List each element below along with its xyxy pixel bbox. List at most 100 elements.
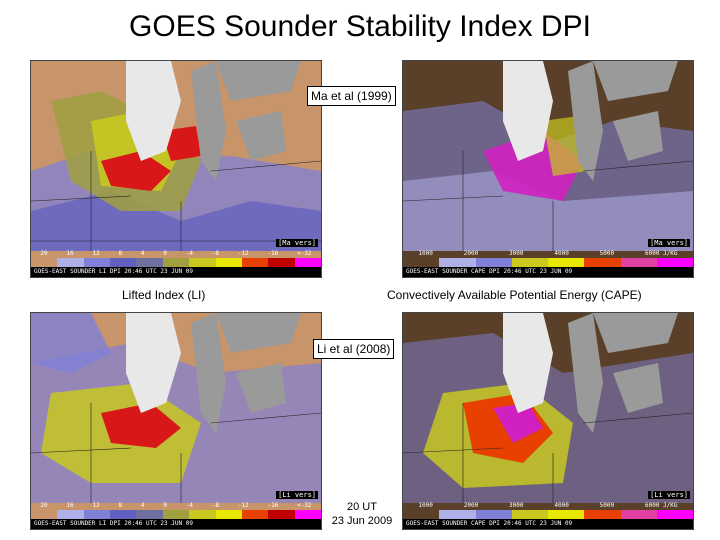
method-label-ma: Ma et al (1999) — [307, 86, 396, 106]
colorbar-swatch — [620, 258, 657, 267]
colorbar-label: 16 — [66, 250, 74, 257]
cape-colorbar — [403, 510, 693, 519]
colorbar-swatch — [215, 258, 242, 267]
colorbar-swatch — [268, 510, 295, 519]
info-strip: GOES-EAST SOUNDER LI DPI 20:46 UTC 23 JU… — [31, 519, 321, 529]
li-map-li: [Li vers] 20 16 12 8 4 0 -4 -8 -12 -16 <… — [30, 312, 322, 530]
info-strip: GOES-EAST SOUNDER CAPE DPI 20:46 UTC 23 … — [403, 519, 693, 529]
colorbar-swatch — [656, 510, 693, 519]
colorbar-swatch — [403, 510, 440, 519]
colorbar-label: 2000 — [463, 250, 479, 257]
colorbar-swatch — [162, 510, 190, 519]
li-colorbar — [31, 258, 321, 267]
colorbar-swatch — [241, 510, 269, 519]
info-strip: GOES-EAST SOUNDER CAPE DPI 20:46 UTC 23 … — [403, 267, 693, 277]
colorbar-label: -8 — [211, 502, 220, 509]
colorbar-swatch — [189, 258, 216, 267]
colorbar-swatch — [31, 510, 58, 519]
colorbar-label: -12 — [237, 250, 249, 257]
colorbar-swatch — [162, 258, 190, 267]
colorbar-label: 20 — [40, 250, 48, 257]
cape-colorbar-labels: 1000 2000 3000 4000 5000 6000 J/KG — [403, 250, 693, 258]
colorbar-label: 6000 J/KG — [644, 250, 678, 257]
cape-colorbar-labels: 1000 2000 3000 4000 5000 6000 J/KG — [403, 502, 693, 510]
page-title: GOES Sounder Stability Index DPI — [129, 10, 591, 43]
caption-cape: Convectively Available Potential Energy … — [387, 288, 642, 302]
colorbar-swatch — [656, 258, 693, 267]
colorbar-label: 12 — [92, 250, 100, 257]
colorbar-swatch — [439, 258, 476, 267]
colorbar-swatch — [548, 510, 585, 519]
colorbar-swatch — [136, 510, 163, 519]
colorbar-label: -4 — [185, 502, 193, 509]
colorbar-label: -4 — [185, 250, 193, 257]
colorbar-label: <-32 — [297, 502, 312, 509]
cape-map-ma: [Ma vers] 1000 2000 3000 4000 5000 6000 … — [402, 60, 694, 278]
colorbar-swatch — [475, 510, 512, 519]
colorbar-swatch — [584, 258, 621, 267]
colorbar-swatch — [83, 510, 111, 519]
colorbar-swatch — [110, 510, 137, 519]
colorbar-label: <-32 — [297, 250, 312, 257]
colorbar-label: 1000 — [418, 250, 433, 257]
colorbar-label: 0 — [163, 250, 167, 257]
colorbar-swatch — [439, 510, 476, 519]
colorbar-swatch — [215, 510, 242, 519]
cape-colorbar — [403, 258, 693, 267]
colorbar-label: 16 — [66, 502, 74, 509]
colorbar-label: 3000 — [509, 250, 524, 257]
cape-map-li: [Li vers] 1000 2000 3000 4000 5000 6000 … — [402, 312, 694, 530]
colorbar-swatch — [241, 258, 269, 267]
caption-lifted-index: Lifted Index (LI) — [122, 288, 206, 302]
colorbar-label: 4 — [140, 250, 145, 257]
colorbar-label: 4000 — [554, 250, 569, 257]
colorbar-label: -16 — [267, 502, 279, 509]
colorbar-label: 2000 — [463, 502, 479, 509]
colorbar-swatch — [110, 258, 137, 267]
method-label-li: Li et al (2008) — [313, 339, 395, 359]
colorbar-label: 1000 — [418, 502, 433, 509]
timestamp-time: 20 UT — [347, 501, 377, 513]
colorbar-label: -12 — [237, 502, 249, 509]
colorbar-swatch — [57, 258, 84, 267]
colorbar-swatch — [83, 258, 111, 267]
colorbar-swatch — [294, 258, 321, 267]
colorbar-swatch — [620, 510, 657, 519]
li-colorbar-labels: 20 16 12 8 4 0 -4 -8 -12 -16 <-32 — [31, 250, 321, 258]
colorbar-label: -16 — [267, 250, 279, 257]
colorbar-label: 5000 — [599, 502, 615, 509]
colorbar-label: 6000 J/KG — [644, 502, 678, 509]
colorbar-swatch — [475, 258, 512, 267]
colorbar-label: 8 — [118, 502, 123, 509]
colorbar-label: 5000 — [599, 250, 615, 257]
colorbar-swatch — [31, 258, 58, 267]
colorbar-label: 12 — [92, 502, 100, 509]
colorbar-swatch — [294, 510, 321, 519]
colorbar-swatch — [189, 510, 216, 519]
colorbar-label: 4000 — [554, 502, 569, 509]
colorbar-swatch — [548, 258, 585, 267]
li-colorbar — [31, 510, 321, 519]
version-tag: [Ma vers] — [648, 239, 690, 247]
colorbar-swatch — [403, 258, 440, 267]
colorbar-label: 0 — [163, 502, 167, 509]
li-colorbar-labels: 20 16 12 8 4 0 -4 -8 -12 -16 <-32 — [31, 502, 321, 510]
colorbar-label: 3000 — [509, 502, 524, 509]
colorbar-swatch — [57, 510, 84, 519]
colorbar-swatch — [268, 258, 295, 267]
info-strip: GOES-EAST SOUNDER LI DPI 20:46 UTC 23 JU… — [31, 267, 321, 277]
timestamp: 20 UT 23 Jun 2009 — [322, 500, 402, 528]
colorbar-label: 4 — [140, 502, 145, 509]
timestamp-date: 23 Jun 2009 — [331, 515, 393, 527]
colorbar-label: 8 — [118, 250, 123, 257]
version-tag: [Li vers] — [276, 491, 318, 499]
colorbar-swatch — [511, 510, 548, 519]
version-tag: [Ma vers] — [276, 239, 318, 247]
colorbar-swatch — [584, 510, 621, 519]
colorbar-swatch — [136, 258, 163, 267]
colorbar-swatch — [511, 258, 548, 267]
colorbar-label: -8 — [211, 250, 220, 257]
version-tag: [Li vers] — [648, 491, 690, 499]
colorbar-label: 20 — [40, 502, 48, 509]
li-map-ma: [Ma vers] 20 16 12 8 4 0 -4 -8 -12 -16 <… — [30, 60, 322, 278]
